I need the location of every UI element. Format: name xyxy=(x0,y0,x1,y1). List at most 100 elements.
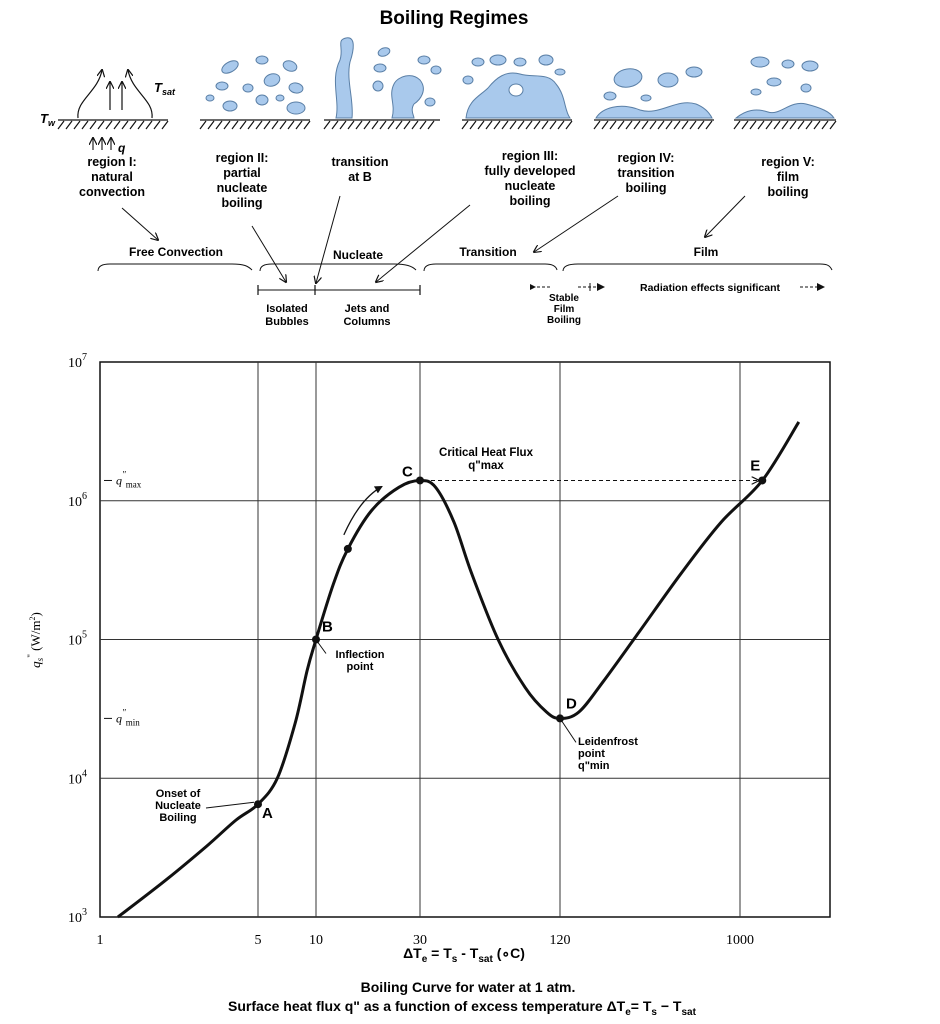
vapor-bubble xyxy=(657,72,679,88)
vapor-bubble xyxy=(462,75,474,85)
vapor-bubble xyxy=(275,94,285,102)
vapor-bubble xyxy=(766,77,782,87)
vapor-bubble xyxy=(430,65,442,75)
sub-band-lines xyxy=(257,283,825,295)
point-mid xyxy=(343,544,352,553)
chart-annotations: A B C D E Onset of Nucleate Boiling Inflection po… xyxy=(155,447,760,824)
vapor-bubble xyxy=(801,60,819,72)
point-d xyxy=(556,714,564,723)
point-label-e: E xyxy=(750,457,760,474)
curve-points xyxy=(254,476,767,809)
point-label-c: C xyxy=(402,463,413,480)
vapor-bubble xyxy=(334,37,354,119)
point-label-b: B xyxy=(322,619,333,636)
vapor-bubble xyxy=(595,102,713,119)
convection-arrow-right xyxy=(128,70,153,119)
band-film: Film xyxy=(694,245,719,259)
heated-surface xyxy=(57,119,169,130)
region-label-2: region II: partial nucleate boiling xyxy=(216,151,269,210)
heat-flux-arrows xyxy=(93,138,111,150)
vapor-bubble xyxy=(377,47,391,57)
band-free-convection: Free Convection xyxy=(129,245,223,259)
vapor-bubble xyxy=(242,83,254,93)
vapor-bubble xyxy=(417,55,431,65)
point-a xyxy=(254,800,262,809)
grid-lines xyxy=(100,362,830,917)
direction-arrow xyxy=(343,485,383,536)
y-axis-label: qs" (W/m2) xyxy=(26,612,45,668)
vapor-bubble xyxy=(282,60,298,72)
y-marker-qmax: q"max xyxy=(116,469,142,489)
vapor-bubble xyxy=(222,100,238,112)
region-label-6: region V: film boiling xyxy=(761,155,814,199)
y-tick-label: 104 xyxy=(68,768,87,787)
vapor-bubble xyxy=(372,80,384,92)
bubble-sketches xyxy=(199,37,837,130)
vapor-bubble xyxy=(288,82,304,94)
sub-band-stable-film: Stable Film Boiling xyxy=(547,293,581,326)
heated-surface xyxy=(733,119,837,130)
annotation-onset: Onset of Nucleate Boiling xyxy=(155,788,201,824)
caption-line-1: Boiling Curve for water at 1 atm. xyxy=(361,979,576,995)
sub-band-labels: Isolated Bubbles Jets and Columns Stable Film… xyxy=(265,293,581,328)
vapor-bubble xyxy=(286,101,306,115)
vapor-bubble xyxy=(255,94,269,106)
point-c xyxy=(416,476,424,485)
vapor-bubble xyxy=(640,94,652,102)
x-tick-labels: 1 5 10 30 120 1000 xyxy=(97,933,755,948)
point-label-d: D xyxy=(566,695,577,712)
x-tick-label: 1000 xyxy=(726,933,754,948)
vapor-bubble xyxy=(424,97,436,107)
point-b xyxy=(312,635,320,644)
y-marker-qmin: q"min xyxy=(116,707,140,727)
vapor-bubble xyxy=(391,75,424,119)
vapor-bubble xyxy=(489,54,507,66)
heated-surface xyxy=(461,119,573,130)
x-tick-label: 30 xyxy=(413,933,427,948)
region-label-4: region III: fully developed nucleate boilin… xyxy=(485,149,576,208)
vapor-bubble xyxy=(205,94,215,102)
vapor-bubble xyxy=(750,56,770,68)
annotation-critical-heat-flux: Critical Heat Flux q"max xyxy=(439,447,534,472)
vapor-bubble xyxy=(538,54,554,66)
x-tick-label: 120 xyxy=(550,933,571,948)
caption-line-2: Surface heat flux q" as a function of ex… xyxy=(228,998,697,1018)
regime-bands xyxy=(97,263,833,272)
annotation-inflection: Inflection point xyxy=(336,649,385,673)
region-labels: region I: natural convection region II: part… xyxy=(79,149,815,210)
x-axis-label: ΔTe = Ts - Tsat (∘C) xyxy=(403,945,525,965)
vapor-bubble xyxy=(373,63,387,73)
y-tick-label: 105 xyxy=(68,630,87,649)
heated-surface xyxy=(323,119,440,130)
y-tick-label: 107 xyxy=(68,352,87,371)
vapor-bubble xyxy=(221,60,239,74)
vapor-bubble xyxy=(781,59,795,69)
t-w-label: Tw xyxy=(40,111,56,128)
heated-surface xyxy=(593,119,714,130)
convection-arrow-left xyxy=(77,70,102,119)
vapor-bubble xyxy=(471,57,485,67)
region-label-3: transition at B xyxy=(332,155,389,184)
diagram-title: Boiling Regimes xyxy=(380,8,529,29)
vapor-bubble xyxy=(603,91,617,101)
point-e xyxy=(758,476,767,485)
vapor-bubble xyxy=(215,81,229,91)
region-leaders xyxy=(121,195,746,283)
band-nucleate: Nucleate xyxy=(333,248,383,262)
y-tick-label: 103 xyxy=(68,907,87,926)
region-1-sketch: Tw Tsat q xyxy=(40,70,176,155)
annotation-leidenfrost: Leidenfrost point q"min xyxy=(578,736,638,772)
vapor-bubble xyxy=(513,57,527,67)
vapor-bubble xyxy=(263,73,281,87)
x-tick-label: 1 xyxy=(97,933,104,948)
band-transition: Transition xyxy=(459,245,516,259)
x-tick-label: 10 xyxy=(309,933,323,948)
boiling-curve-line xyxy=(116,421,801,919)
vapor-bubble xyxy=(613,68,643,88)
region-label-5: region IV: transition boiling xyxy=(618,151,675,195)
vapor-bubble xyxy=(750,88,762,96)
region-label-1: region I: natural convection xyxy=(79,155,145,199)
sub-band-jets-columns: Jets and Columns xyxy=(343,303,390,328)
vapor-bubble xyxy=(734,102,835,119)
